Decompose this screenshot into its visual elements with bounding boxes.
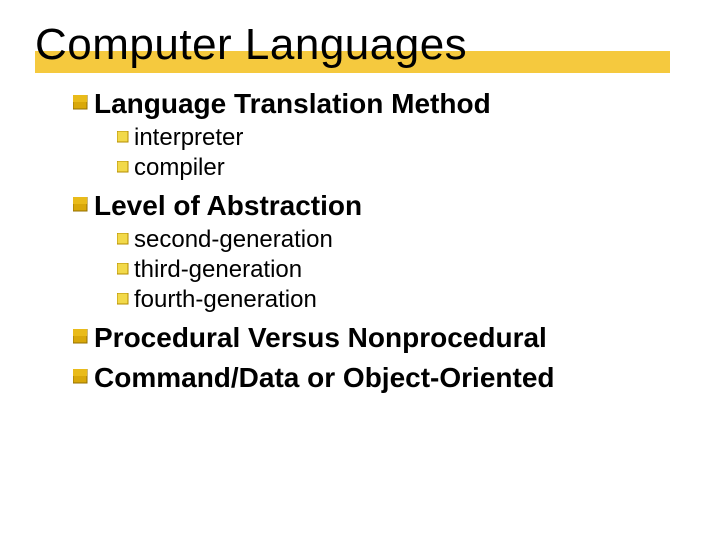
subitem-label: compiler — [134, 154, 225, 182]
section-head: Procedural Versus Nonprocedural — [73, 322, 685, 354]
small-square-bullet-icon — [117, 131, 129, 143]
subitems: interpreter compiler — [73, 124, 685, 182]
square-bullet-icon — [73, 329, 88, 344]
list-item: second-generation — [117, 226, 685, 254]
square-bullet-icon — [73, 95, 88, 110]
small-square-bullet-icon — [117, 233, 129, 245]
section-title: Level of Abstraction — [94, 190, 362, 222]
subitem-label: second-generation — [134, 226, 333, 254]
section-title: Language Translation Method — [94, 88, 491, 120]
section: Command/Data or Object-Oriented — [35, 362, 685, 394]
list-item: interpreter — [117, 124, 685, 152]
section: Procedural Versus Nonprocedural — [35, 322, 685, 354]
section-head: Language Translation Method — [73, 88, 685, 120]
small-square-bullet-icon — [117, 161, 129, 173]
section-title: Command/Data or Object-Oriented — [94, 362, 555, 394]
slide: Computer Languages Language Translation … — [0, 0, 720, 540]
subitem-label: interpreter — [134, 124, 243, 152]
square-bullet-icon — [73, 369, 88, 384]
subitems: second-generation third-generation fourt… — [73, 226, 685, 314]
page-title: Computer Languages — [35, 20, 467, 70]
list-item: compiler — [117, 154, 685, 182]
section-title: Procedural Versus Nonprocedural — [94, 322, 547, 354]
section: Level of Abstraction second-generation t… — [35, 190, 685, 314]
small-square-bullet-icon — [117, 293, 129, 305]
list-item: third-generation — [117, 256, 685, 284]
subitem-label: third-generation — [134, 256, 302, 284]
list-item: fourth-generation — [117, 286, 685, 314]
section-head: Level of Abstraction — [73, 190, 685, 222]
title-container: Computer Languages — [35, 20, 685, 70]
subitem-label: fourth-generation — [134, 286, 317, 314]
section-head: Command/Data or Object-Oriented — [73, 362, 685, 394]
small-square-bullet-icon — [117, 263, 129, 275]
section: Language Translation Method interpreter … — [35, 88, 685, 182]
square-bullet-icon — [73, 197, 88, 212]
